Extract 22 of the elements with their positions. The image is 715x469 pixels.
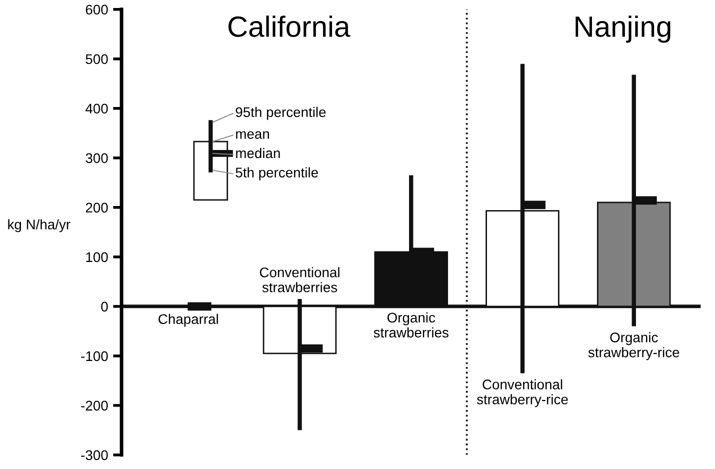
y-tick-label: 300 xyxy=(86,153,108,164)
annotation: 5th percentile xyxy=(236,167,318,180)
annotation: 95th percentile xyxy=(236,106,326,120)
y-tick-label: 500 xyxy=(86,54,108,64)
x-tick-label: Organic strawberries xyxy=(374,312,448,338)
y-tick-label: 200 xyxy=(86,202,108,213)
y-tick-label: 100 xyxy=(86,252,108,262)
y-tick-label: -300 xyxy=(81,450,108,460)
y-tick-label: -100 xyxy=(81,351,108,362)
y-tick-label: 400 xyxy=(86,104,108,114)
annotation: Nanjing xyxy=(576,16,670,43)
y-axis-title: kg N/ha/yr xyxy=(8,219,70,232)
annotation: mean xyxy=(236,131,269,139)
y-tick-label: -200 xyxy=(81,400,108,411)
annotation: California xyxy=(228,16,350,38)
x-tick-label: Chaparral xyxy=(158,314,218,327)
annotation: median xyxy=(236,148,280,158)
x-tick-label: Conventional strawberries xyxy=(260,267,340,292)
y-tick-label: 0 xyxy=(101,302,108,312)
x-tick-label: Conventional strawberry-rice xyxy=(476,379,568,408)
x-tick-label: Organic strawberry-rice xyxy=(588,332,680,360)
y-tick-label: 600 xyxy=(86,4,108,15)
